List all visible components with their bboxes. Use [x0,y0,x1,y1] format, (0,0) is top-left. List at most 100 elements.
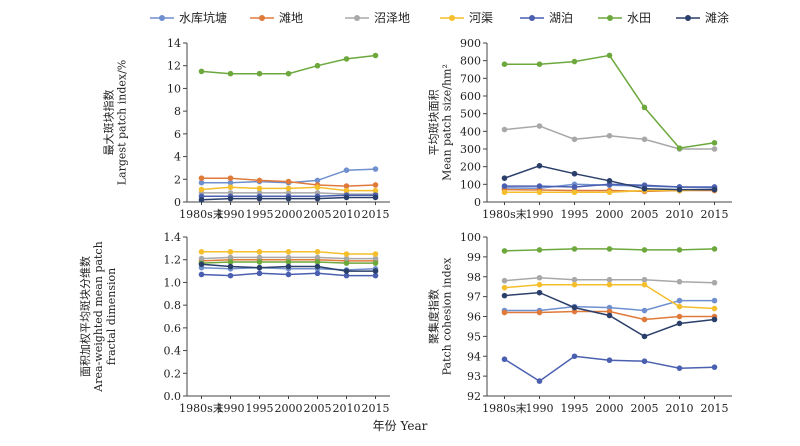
data-point [676,278,683,285]
data-point [501,189,508,196]
x-tick-label: 1980s末 [482,207,527,221]
data-point [343,56,350,62]
x-tick-label: 1990 [217,208,245,221]
y-tick-label: 400 [460,125,481,138]
y-tick-label: 96 [467,311,481,324]
data-point [641,281,648,288]
data-point [676,365,683,371]
y-axis-title: 最大斑块指数Largest patch index/% [102,60,129,186]
series [198,261,379,274]
data-point [343,167,350,173]
data-point [372,182,379,188]
legend-item: 河渠 [440,11,493,25]
y-tick-label: 0 [474,196,481,209]
y-axis-title-line: Patch cohesion index [441,257,454,376]
x-tick-label: 2000 [275,402,303,415]
y-axis-title-line: 聚集度指数 [427,289,441,344]
data-point [606,189,613,196]
series [501,162,718,193]
y-tick-label: 10 [167,82,181,95]
data-point [285,263,292,270]
data-point [536,61,543,67]
y-tick-label: 1.2 [164,254,182,267]
data-point [372,52,379,59]
data-point [343,194,350,201]
y-tick-label: 99 [467,251,481,264]
y-axis-title-line: Area-weighted mean patch [92,241,105,392]
y-axis-title-line: Largest patch index/% [116,60,129,186]
data-point [372,260,379,266]
legend-label: 湖泊 [549,10,573,25]
x-tick-label: 2015 [701,208,729,221]
data-point [314,259,321,265]
data-point [343,260,350,266]
x-tick-label: 2015 [362,402,390,415]
x-tick-label: 2005 [631,208,659,221]
y-tick-label: 0.6 [164,322,182,335]
legend-marker [259,15,265,21]
data-point [198,271,205,278]
data-point [501,61,508,67]
legend-marker [159,15,165,21]
data-point [536,123,543,129]
y-tick-label: 92 [467,390,481,403]
data-point [606,312,613,319]
legend-marker [354,15,360,21]
legend-marker [529,15,535,21]
data-point [641,247,648,253]
data-point [711,146,718,152]
data-point [501,175,508,181]
series [198,254,379,262]
data-point [198,68,205,75]
legend-marker [685,15,691,21]
y-tick-label: 2 [174,173,181,186]
data-point [676,320,683,327]
data-point [571,276,578,283]
data-point [711,186,718,193]
series [198,175,379,189]
data-point [285,185,292,192]
data-point [606,276,613,283]
data-point [314,254,321,261]
data-point [227,184,234,191]
legend-item: 沼泽地 [345,11,410,25]
data-point [571,136,578,143]
series [198,248,379,257]
series [198,184,379,194]
series [501,353,718,384]
y-axis-title-line: 平均斑块面积 [428,90,441,156]
series [501,281,718,312]
data-point [641,104,648,111]
y-tick-label: 4 [174,151,181,164]
y-tick-label: 94 [467,350,481,363]
data-point [343,268,350,274]
y-tick-label: 97 [467,291,481,304]
data-point [571,353,578,360]
x-tick-label: 2000 [596,208,624,221]
data-point [314,62,321,69]
y-tick-label: 95 [467,330,481,343]
y-tick-label: 14 [167,37,181,50]
data-point [501,309,508,316]
series [501,308,718,323]
x-tick-label: 2005 [304,402,332,415]
data-point [227,179,234,186]
legend: 水库坑塘 滩地 沼泽地 河渠 湖泊 水田 滩涂 [150,10,729,25]
data-point [285,195,292,202]
data-point [343,183,350,189]
data-point [227,254,234,261]
data-point [314,248,321,255]
data-point [711,305,718,312]
data-point [256,177,263,184]
data-point [343,251,350,257]
data-point [314,263,321,270]
data-point [198,196,205,203]
data-point [198,261,205,268]
data-point [536,183,543,189]
data-point [571,304,578,311]
data-point [285,178,292,185]
y-tick-label: 1.0 [164,276,182,289]
